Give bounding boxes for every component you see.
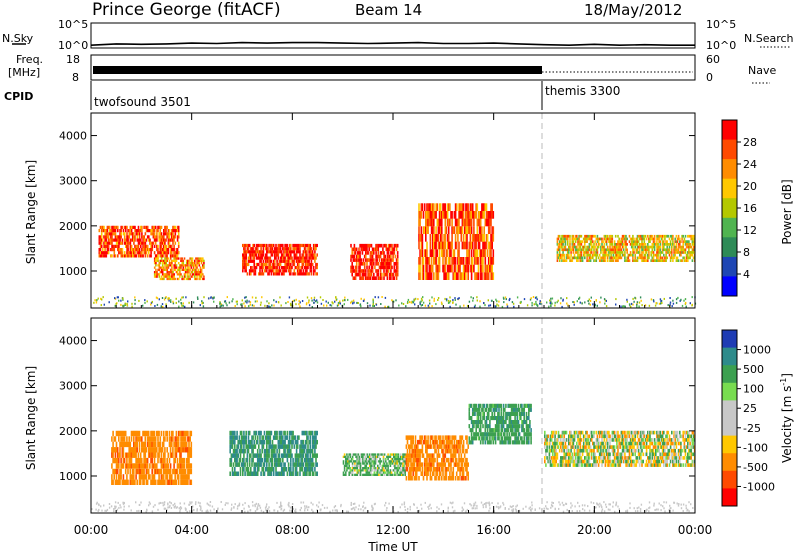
velocity-heatmap	[91, 403, 696, 513]
velocity-colorbar-swatch-4	[722, 400, 737, 419]
velocity-colorbar-swatch-1	[722, 347, 737, 366]
power-ytick-1: 3000	[59, 175, 87, 188]
freq-series	[93, 66, 542, 74]
nave-tick-top: 60	[706, 53, 720, 66]
power-ytick-3: 1000	[59, 265, 87, 278]
velocity-colorbar-swatch-7	[722, 453, 737, 472]
cpid-row: CPID twofsound 3501 themis 3300	[4, 81, 620, 110]
nave-label: Nave	[748, 64, 776, 77]
velocity-colorbar-swatch-3	[722, 382, 737, 401]
nsky-series	[90, 41, 695, 47]
power-colorbar-swatch-6	[722, 237, 737, 258]
power-colorbar-swatch-8	[722, 276, 737, 297]
power-colorbar-swatch-7	[722, 256, 737, 277]
velocity-region-2	[342, 453, 406, 476]
velocity-colorbar-swatch-5	[722, 418, 737, 437]
x-axis: 00:00 04:00 08:00 12:00 16:00 20:00 00:00	[74, 113, 713, 537]
power-region-3	[350, 243, 399, 280]
velocity-ytick-1: 3000	[59, 380, 87, 393]
velocity-ytick-2: 2000	[59, 425, 87, 438]
velocity-region-5	[544, 430, 696, 467]
power-region-4	[418, 203, 495, 280]
freq-unit: [MHz]	[8, 66, 40, 79]
nave-tick-bottom: 0	[706, 71, 713, 84]
velocity-colorbar-swatch-0	[722, 330, 737, 349]
freq-tick-top: 18	[66, 53, 80, 66]
velocity-colorbar-tick-6: -500	[743, 461, 768, 474]
x-tick-3: 12:00	[376, 523, 411, 537]
power-ytick-2: 2000	[59, 220, 87, 233]
power-colorbar-label: Power [dB]	[780, 179, 794, 244]
nsky-tick-top: 10^5	[58, 18, 88, 31]
x-tick-2: 08:00	[275, 523, 310, 537]
nsky-label: N.Sky	[2, 32, 34, 45]
velocity-region-1	[229, 430, 318, 476]
power-region-5	[556, 234, 696, 262]
nsearch-label: N.Search	[744, 32, 794, 45]
power-colorbar-tick-0: 28	[743, 136, 757, 149]
velocity-colorbar-swatch-9	[722, 488, 737, 507]
velocity-colorbar-tick-0: 1000	[743, 344, 771, 357]
velocity-colorbar-tick-2: 100	[743, 383, 764, 396]
x-axis-label: Time UT	[367, 540, 418, 554]
velocity-colorbar-swatch-8	[722, 470, 737, 489]
x-tick-1: 04:00	[174, 523, 209, 537]
x-tick-6: 00:00	[678, 523, 713, 537]
cpid-label: CPID	[4, 90, 33, 103]
freq-tick-bottom: 8	[72, 71, 79, 84]
velocity-region-4	[468, 403, 532, 445]
cpid-segment-twofsound: twofsound 3501	[94, 95, 191, 109]
power-ylabel: Slant Range [km]	[24, 160, 38, 264]
power-region-1	[153, 257, 205, 281]
power-colorbar-tick-5: 8	[743, 246, 750, 259]
power-colorbar-swatch-2	[722, 159, 737, 180]
velocity-colorbar: 1000 500 100 25 -25 -100 -500 -1000 Velocity [m…	[721, 329, 794, 507]
power-colorbar: 28 24 20 16 12 8 4 Power [dB]	[721, 119, 794, 297]
velocity-ytick-0: 4000	[59, 335, 87, 348]
x-tick-0: 00:00	[74, 523, 109, 537]
plot-title: Prince George (fitACF)	[92, 0, 281, 20]
freq-panel: Freq. [MHz] 18 8 60 0 Nave	[8, 53, 776, 84]
power-colorbar-swatch-1	[722, 139, 737, 160]
nsearch-tick-bottom: 10^0	[706, 39, 736, 52]
velocity-colorbar-tick-3: 25	[743, 402, 757, 415]
velocity-panel: 4000 3000 2000 1000 Slant Range [km]	[24, 317, 696, 514]
velocity-colorbar-tick-7: -1000	[743, 480, 775, 493]
x-tick-5: 20:00	[577, 523, 612, 537]
velocity-ytick-3: 1000	[59, 470, 87, 483]
power-panel: 4000 3000 2000 1000 Slant Range [km]	[24, 112, 697, 309]
power-colorbar-swatch-0	[722, 120, 737, 141]
date-label: 18/May/2012	[584, 1, 682, 19]
power-colorbar-tick-4: 12	[743, 224, 757, 237]
velocity-colorbar-swatch-6	[722, 435, 737, 454]
power-region-0	[98, 225, 180, 258]
power-region-2	[242, 243, 318, 276]
nsky-tick-bottom: 10^0	[58, 39, 88, 52]
beam-label: Beam 14	[355, 1, 422, 19]
power-ytick-0: 4000	[59, 130, 87, 143]
power-colorbar-tick-1: 24	[743, 158, 757, 171]
power-colorbar-swatch-5	[722, 217, 737, 238]
nsky-panel: N.Sky 10^5 10^0 10^5 10^0 N.Search	[2, 18, 794, 52]
velocity-colorbar-swatch-2	[722, 365, 737, 384]
power-colorbar-swatch-3	[722, 178, 737, 199]
velocity-region-3	[405, 435, 469, 481]
nsearch-tick-top: 10^5	[706, 18, 736, 31]
velocity-colorbar-tick-1: 500	[743, 363, 764, 376]
power-colorbar-tick-6: 4	[743, 268, 750, 281]
velocity-colorbar-label: Velocity [m s-1]	[779, 373, 794, 463]
power-heatmap	[93, 203, 697, 308]
cpid-segment-themis: themis 3300	[545, 84, 620, 98]
freq-label: Freq.	[16, 53, 43, 66]
velocity-region-0	[111, 430, 193, 485]
power-colorbar-swatch-4	[722, 198, 737, 219]
power-colorbar-tick-3: 16	[743, 202, 757, 215]
power-colorbar-tick-2: 20	[743, 180, 757, 193]
x-tick-4: 16:00	[476, 523, 511, 537]
velocity-colorbar-tick-5: -100	[743, 441, 768, 454]
velocity-colorbar-tick-4: -25	[743, 422, 761, 435]
velocity-ylabel: Slant Range [km]	[24, 366, 38, 470]
